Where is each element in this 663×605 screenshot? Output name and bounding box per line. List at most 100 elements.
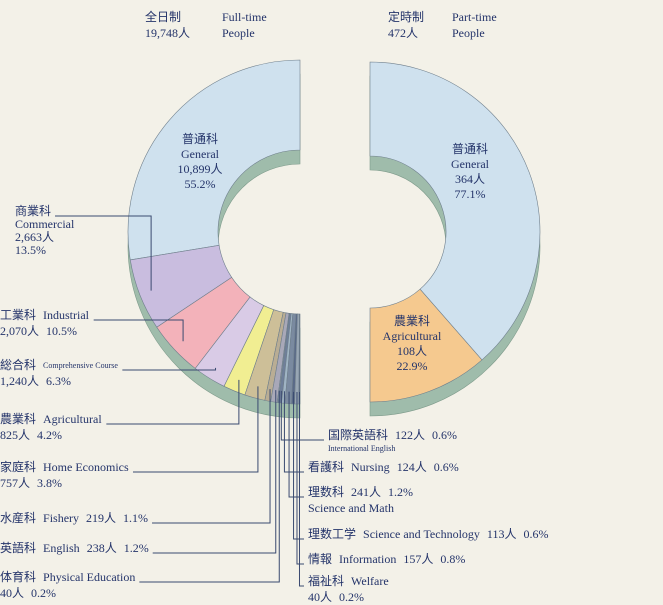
title-ja: 全日制	[145, 9, 181, 24]
segment-label: 1,240人 6.3%	[0, 374, 71, 388]
label-ja: 農業科	[0, 412, 36, 426]
label-en: International English	[328, 444, 395, 453]
segment-label: 普通科	[182, 132, 218, 146]
label-ja: 福祉科	[308, 573, 344, 588]
segment-label: 水産科 Fishery 219人 1.1%	[0, 510, 148, 525]
subtitle: 472人	[388, 26, 418, 40]
leader-line	[139, 390, 280, 583]
leader-line	[55, 215, 152, 291]
label-en: Fishery	[43, 511, 79, 525]
segment-label: 10,899人	[177, 162, 222, 176]
label-count: 122人	[395, 428, 425, 442]
leader-line	[152, 389, 271, 524]
segment-label: Commercial	[15, 217, 75, 231]
segment-label: 看護科 Nursing 124人 0.6%	[308, 459, 459, 474]
segment-label: 国際英語科 122人 0.6%	[328, 427, 457, 442]
label-pct: 4.2%	[37, 428, 62, 442]
label-en: Physical Education	[43, 570, 135, 584]
donut-segment	[369, 61, 541, 361]
label-pct: 13.5%	[15, 243, 46, 257]
segment-label: 77.1%	[455, 187, 486, 201]
label-count: 219人	[86, 511, 116, 525]
label-ja: 看護科	[308, 459, 344, 474]
segment-label: International English	[328, 444, 395, 453]
label-count: 757人	[0, 476, 30, 490]
title: Part-time	[452, 10, 497, 24]
segment-label: General	[451, 157, 490, 171]
leader-line	[293, 391, 304, 540]
label-en: Comprehensive Course	[43, 361, 118, 370]
label-pct: 0.2%	[339, 590, 364, 604]
label-pct: 0.8%	[440, 552, 465, 566]
subtitle: 19,748人	[145, 26, 190, 40]
label-ja: 総合科	[0, 357, 36, 372]
segment-label: 2,663人	[15, 230, 54, 244]
label-ja: 普通科	[452, 142, 488, 156]
label-en: Science and Math	[308, 501, 394, 515]
label-count: 108人	[397, 344, 427, 358]
leader-line	[122, 367, 217, 371]
label-en: General	[181, 147, 220, 161]
label-en: General	[451, 157, 490, 171]
title: Full-time	[222, 10, 267, 24]
label-count: 1,240人	[0, 374, 39, 388]
segment-label: 364人	[455, 172, 485, 186]
label-ja: 体育科	[0, 569, 36, 584]
segment-label: 2,070人 10.5%	[0, 324, 77, 338]
title-ja: 定時制	[388, 9, 424, 24]
label-en: Science and Technology	[363, 527, 480, 541]
label-en: Home Economics	[43, 460, 129, 474]
leader-line	[298, 391, 304, 587]
label-en: Welfare	[351, 574, 389, 588]
donut-segment	[127, 59, 301, 261]
label-pct: 0.6%	[523, 527, 548, 541]
label-en: Industrial	[43, 308, 90, 322]
label-ja: 情報	[308, 552, 332, 566]
label-pct: 77.1%	[455, 187, 486, 201]
label-count: 124人	[397, 460, 427, 474]
label-pct: 1.1%	[123, 511, 148, 525]
label-count: 10,899人	[177, 162, 222, 176]
segment-label: 英語科 English 238人 1.2%	[0, 540, 149, 555]
segment-label: 理数工学 Science and Technology 113人 0.6%	[308, 526, 548, 541]
label-en: Agricultural	[383, 329, 442, 343]
segment-label: 普通科	[452, 142, 488, 156]
label-ja: 商業科	[15, 203, 51, 218]
segment-label: 総合科 Comprehensive Course	[0, 357, 118, 372]
segment-label: 55.2%	[185, 177, 216, 191]
label-en: Agricultural	[43, 412, 102, 426]
leader-line	[152, 390, 277, 554]
leader-line	[132, 386, 259, 473]
donut-segment	[369, 288, 483, 403]
segment-label: 農業科 Agricultural	[0, 412, 102, 426]
segment-label: Agricultural	[383, 329, 442, 343]
label-pct: 0.6%	[432, 428, 457, 442]
label-pct: 10.5%	[46, 324, 77, 338]
label-pct: 22.9%	[397, 359, 428, 373]
leader-line	[280, 390, 324, 441]
segment-label: 22.9%	[397, 359, 428, 373]
label-count: 157人	[403, 552, 433, 566]
label-ja: 工業科	[0, 308, 36, 322]
label-count: 238人	[87, 541, 117, 555]
label-en: Information	[339, 552, 396, 566]
label-en: Commercial	[15, 217, 75, 231]
segment-label: 理数科 241人 1.2%	[308, 484, 413, 499]
segment-label: 商業科	[15, 203, 51, 218]
label-ja: 水産科	[0, 510, 36, 525]
leader-line	[93, 319, 184, 342]
segment-label: 工業科 Industrial	[0, 308, 90, 322]
label-ja: 国際英語科	[328, 427, 388, 442]
label-en: English	[43, 541, 80, 555]
segment-label: 13.5%	[15, 243, 46, 257]
label-count: 825人	[0, 428, 30, 442]
segment-label: 825人 4.2%	[0, 428, 62, 442]
label-count: 113人	[487, 527, 517, 541]
label-count: 364人	[455, 172, 485, 186]
segment-label: 情報 Information 157人 0.8%	[308, 552, 465, 566]
segment-label: 福祉科 Welfare	[308, 573, 389, 588]
label-pct: 0.2%	[31, 586, 56, 600]
segment-label: 40人 0.2%	[0, 586, 56, 600]
label-ja: 家庭科	[0, 459, 36, 474]
label-ja: 理数科	[308, 484, 344, 499]
